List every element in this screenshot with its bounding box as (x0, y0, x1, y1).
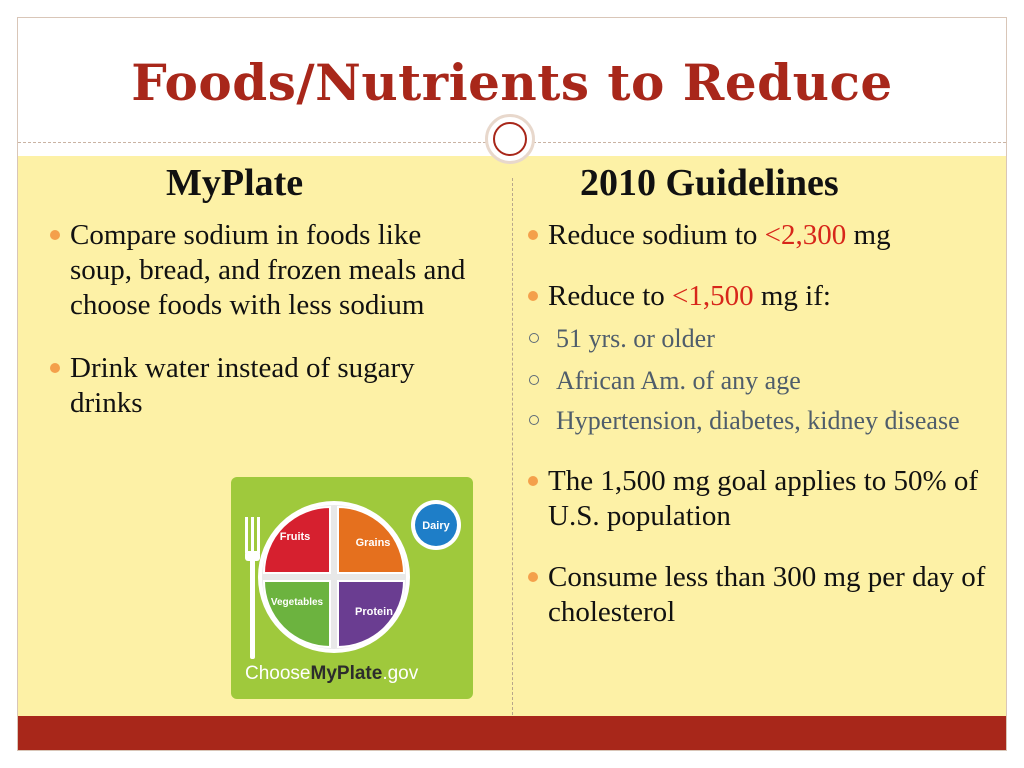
vegetables-quadrant (262, 580, 331, 649)
right-bullet-1-unit: mg (846, 219, 891, 251)
left-bullets: Compare sodium in foods like soup, bread… (48, 218, 468, 421)
right-bullet-2-text: Reduce to (548, 280, 673, 312)
fork-icon (245, 517, 260, 659)
myplate-logo: Fruits Grains Vegetables Protein Dairy C… (231, 477, 473, 699)
footer-bar (18, 716, 1006, 750)
reduced-limit-value: <1,500 (672, 280, 754, 312)
logo-wordmark: ChooseMyPlate.gov (245, 663, 419, 684)
fruits-quadrant (262, 505, 331, 574)
slide-frame: Foods/Nutrients to Reduce MyPlate Compar… (17, 17, 1007, 751)
vegetables-label: Vegetables (271, 597, 324, 608)
right-bullet-2-unit: mg if: (753, 280, 831, 312)
right-bullet-1: Reduce sodium to <2,300 mg (526, 218, 1006, 253)
grains-quadrant (337, 505, 406, 574)
left-bullet-2: Drink water instead of sugary drinks (48, 351, 468, 421)
ornament-inner-ring (493, 122, 527, 156)
dairy-circle (415, 504, 457, 546)
sodium-limit-value: <2,300 (764, 219, 847, 251)
ornament-circle-icon (485, 114, 535, 164)
right-bullets: Reduce sodium to <2,300 mg Reduce to <1,… (526, 218, 1006, 630)
left-heading: MyPlate (166, 162, 304, 204)
protein-quadrant (337, 580, 406, 649)
bullet-dot-icon (528, 476, 538, 486)
fruits-label: Fruits (280, 531, 311, 543)
dairy-label: Dairy (422, 520, 450, 532)
right-bullet-4-text: Consume less than 300 mg per day of chol… (548, 561, 986, 628)
left-bullet-1-text: Compare sodium in foods like soup, bread… (70, 219, 466, 321)
right-bullet-4: Consume less than 300 mg per day of chol… (526, 560, 1006, 630)
sub-bullet-3: Hypertension, diabetes, kidney disease (526, 404, 1006, 438)
sub-bullet-2-text: African Am. of any age (556, 366, 801, 395)
myplate-logo-graphic: Fruits Grains Vegetables Protein Dairy C… (245, 500, 461, 684)
left-bullet-1: Compare sodium in foods like soup, bread… (48, 218, 468, 323)
bullet-dot-icon (528, 572, 538, 582)
column-divider (512, 178, 513, 715)
sub-bullet-2: African Am. of any age (526, 364, 1006, 398)
right-bullet-3: The 1,500 mg goal applies to 50% of U.S.… (526, 464, 1006, 534)
bullet-dot-icon (528, 230, 538, 240)
right-bullet-1-text: Reduce sodium to (548, 219, 765, 251)
sub-bullet-3-text: Hypertension, diabetes, kidney disease (556, 406, 960, 435)
hollow-bullet-icon (529, 333, 539, 343)
bullet-dot-icon (50, 230, 60, 240)
right-bullet-2: Reduce to <1,500 mg if: (526, 279, 1006, 314)
sub-bullet-1: 51 yrs. or older (526, 322, 1006, 356)
hollow-bullet-icon (529, 375, 539, 385)
left-bullet-2-text: Drink water instead of sugary drinks (70, 352, 415, 419)
slide-title: Foods/Nutrients to Reduce (131, 53, 893, 112)
hollow-bullet-icon (529, 415, 539, 425)
bullet-dot-icon (50, 363, 60, 373)
sub-bullet-1-text: 51 yrs. or older (556, 324, 715, 353)
right-bullet-3-text: The 1,500 mg goal applies to 50% of U.S.… (548, 465, 979, 532)
grains-label: Grains (356, 537, 391, 549)
protein-label: Protein (355, 606, 393, 618)
right-heading: 2010 Guidelines (580, 162, 839, 204)
bullet-dot-icon (528, 291, 538, 301)
